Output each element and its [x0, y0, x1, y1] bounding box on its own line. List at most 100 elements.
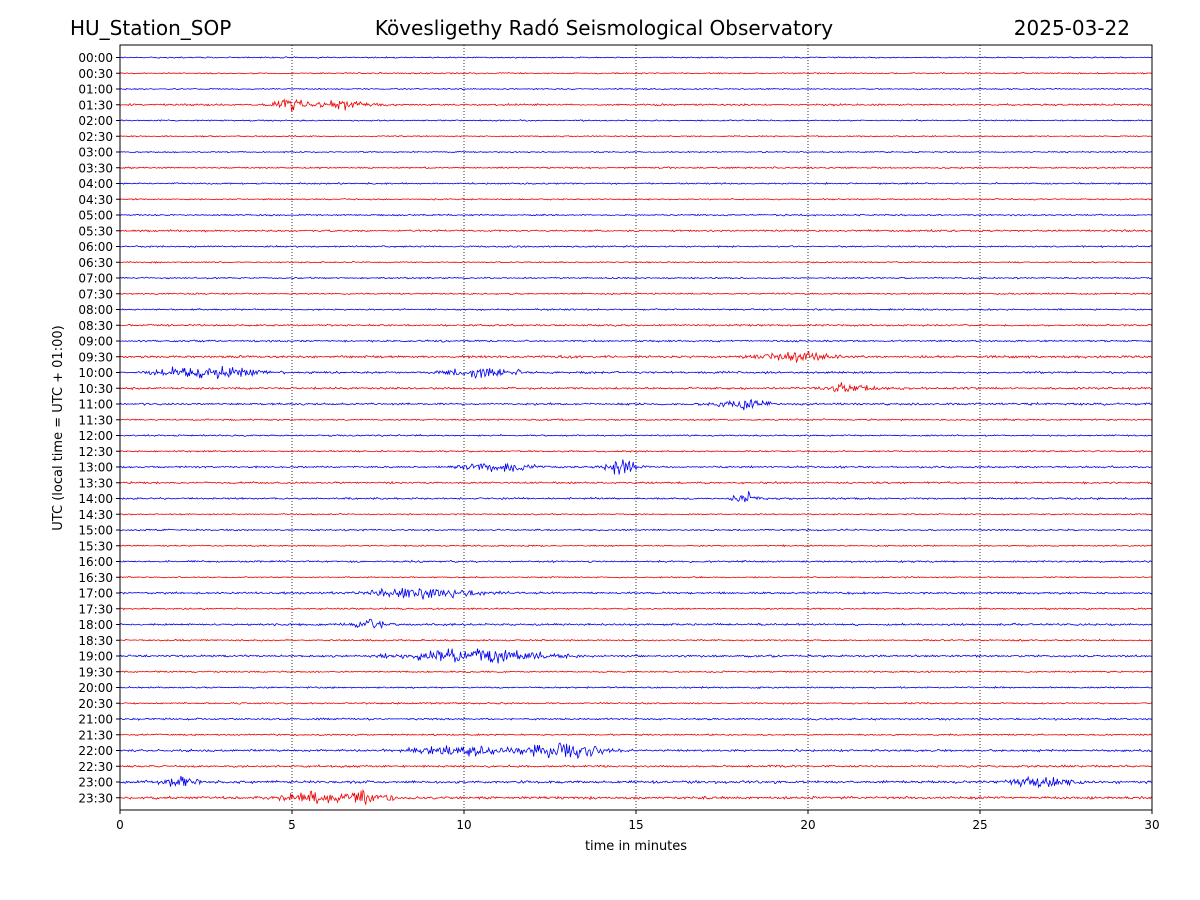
y-tick-label: 06:30 [78, 256, 113, 270]
y-tick-label: 14:00 [78, 492, 113, 506]
y-tick-label: 19:30 [78, 665, 113, 679]
y-tick-label: 20:00 [78, 681, 113, 695]
trace-1700 [119, 587, 1153, 600]
trace-0600 [119, 244, 1153, 249]
trace-1900 [119, 648, 1153, 664]
y-tick-label: 23:00 [78, 776, 113, 790]
trace-0430 [119, 197, 1153, 201]
y-tick-label: 00:30 [78, 67, 113, 81]
y-tick-label: 09:00 [78, 335, 113, 349]
trace-2100 [119, 717, 1153, 721]
y-tick-label: 01:30 [78, 98, 113, 112]
y-tick-label: 12:00 [78, 429, 113, 443]
trace-0530 [119, 228, 1153, 233]
x-tick-label: 10 [456, 818, 471, 832]
trace-0000 [119, 56, 1153, 59]
y-tick-label: 05:30 [78, 224, 113, 238]
y-tick-label: 18:30 [78, 634, 113, 648]
y-tick-label: 08:00 [78, 303, 113, 317]
trace-1430 [119, 512, 1153, 516]
trace-1930 [119, 670, 1153, 674]
y-tick-label: 00:00 [78, 51, 113, 65]
y-tick-label: 04:00 [78, 177, 113, 191]
y-tick-label: 22:00 [78, 744, 113, 758]
trace-1230 [119, 449, 1153, 453]
trace-1830 [119, 638, 1153, 642]
y-tick-label: 06:00 [78, 240, 113, 254]
trace-1130 [119, 418, 1153, 422]
x-tick-label: 15 [628, 818, 643, 832]
trace-1330 [119, 480, 1153, 485]
y-tick-label: 04:30 [78, 193, 113, 207]
chart-title: Kövesligethy Radó Seismological Observat… [374, 16, 834, 40]
y-tick-label: 10:00 [78, 366, 113, 380]
x-tick-label: 5 [288, 818, 296, 832]
y-tick-label: 18:00 [78, 618, 113, 632]
y-tick-label: 03:30 [78, 161, 113, 175]
trace-0630 [119, 260, 1153, 264]
trace-2000 [119, 685, 1153, 690]
trace-2130 [119, 733, 1153, 737]
y-tick-label: 05:00 [78, 209, 113, 223]
chart-date: 2025-03-22 [1013, 16, 1130, 40]
y-tick-label: 02:30 [78, 130, 113, 144]
y-tick-label: 13:00 [78, 461, 113, 475]
trace-0830 [119, 323, 1153, 327]
y-tick-label: 22:30 [78, 760, 113, 774]
y-tick-label: 17:00 [78, 587, 113, 601]
trace-1300 [119, 459, 1153, 475]
trace-2300 [119, 775, 1153, 789]
trace-0400 [119, 181, 1153, 186]
trace-1030 [119, 382, 1153, 393]
trace-1800 [119, 618, 1153, 630]
x-tick-label: 0 [116, 818, 124, 832]
y-tick-label: 21:30 [78, 728, 113, 742]
y-tick-label: 12:30 [78, 445, 113, 459]
trace-0500 [119, 213, 1153, 217]
trace-1500 [119, 528, 1153, 532]
seismic-traces [119, 56, 1153, 806]
x-tick-label: 20 [800, 818, 815, 832]
y-axis-label: UTC (local time = UTC + 01:00) [51, 325, 66, 530]
x-tick-labels: 0 5 10 15 20 25 30 [116, 810, 1160, 832]
trace-0930 [119, 350, 1153, 364]
y-tick-label: 03:00 [78, 146, 113, 160]
trace-1200 [119, 433, 1153, 437]
y-tick-label: 15:00 [78, 524, 113, 538]
x-axis-label: time in minutes [585, 839, 687, 854]
trace-2030 [119, 701, 1152, 705]
y-tick-label: 19:00 [78, 650, 113, 664]
trace-0130 [119, 98, 1153, 112]
trace-1400 [119, 491, 1153, 503]
y-tick-label: 13:30 [78, 476, 113, 490]
trace-0900 [119, 339, 1153, 343]
trace-0230 [119, 135, 1153, 138]
trace-2230 [119, 764, 1153, 769]
y-tick-label: 23:30 [78, 791, 113, 805]
x-tick-label: 30 [1144, 818, 1159, 832]
trace-0100 [119, 87, 1153, 91]
y-tick-label: 10:30 [78, 382, 113, 396]
trace-2330 [119, 788, 1153, 806]
trace-0700 [119, 276, 1153, 280]
y-tick-label: 07:00 [78, 272, 113, 286]
trace-0300 [119, 150, 1153, 154]
y-tick-label: 15:30 [78, 539, 113, 553]
y-tick-label: 11:00 [78, 398, 113, 412]
y-tick-label: 07:30 [78, 287, 113, 301]
y-tick-label: 02:00 [78, 114, 113, 128]
y-tick-label: 21:00 [78, 713, 113, 727]
y-tick-label: 08:30 [78, 319, 113, 333]
trace-1530 [119, 544, 1153, 548]
station-name: HU_Station_SOP [70, 16, 232, 40]
y-tick-label: 16:00 [78, 555, 113, 569]
y-tick-label: 16:30 [78, 571, 113, 585]
trace-0730 [119, 292, 1153, 296]
trace-0200 [119, 119, 1153, 122]
trace-0030 [119, 71, 1153, 75]
y-tick-label: 17:30 [78, 602, 113, 616]
trace-2200 [119, 742, 1153, 760]
y-tick-label: 09:30 [78, 350, 113, 364]
trace-1000 [119, 365, 1153, 380]
